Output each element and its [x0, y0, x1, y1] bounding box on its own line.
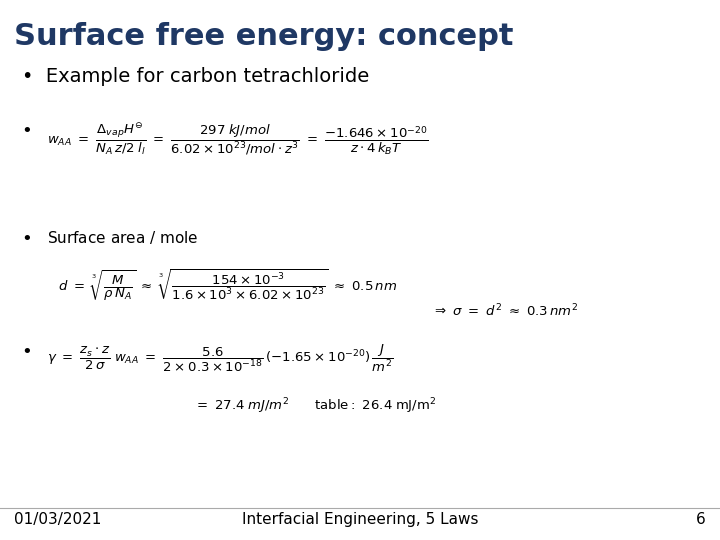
Text: $w_{AA}\ =\ \dfrac{\Delta_{vap}H^{\ominus}}{N_A\,z/2\;l_l}\ =\ \dfrac{297\;kJ/mo: $w_{AA}\ =\ \dfrac{\Delta_{vap}H^{\ominu… [47, 122, 428, 157]
Text: $\gamma\ =\ \dfrac{z_s\cdot z}{2\,\sigma}\ w_{AA}\ =\ \dfrac{5.6}{2\times0.3\tim: $\gamma\ =\ \dfrac{z_s\cdot z}{2\,\sigma… [47, 343, 393, 374]
Text: •  Example for carbon tetrachloride: • Example for carbon tetrachloride [22, 68, 369, 86]
Text: $=\ 27.4\;mJ/m^2 \qquad \mathrm{table:\ 26.4\;mJ/m^2}$: $=\ 27.4\;mJ/m^2 \qquad \mathrm{table:\ … [194, 397, 436, 416]
Text: •: • [22, 343, 32, 361]
Text: 01/03/2021: 01/03/2021 [14, 512, 102, 527]
Text: $\Rightarrow\ \sigma\ =\ d^2\ \approx\ 0.3\,nm^2$: $\Rightarrow\ \sigma\ =\ d^2\ \approx\ 0… [432, 302, 578, 319]
Text: •: • [22, 230, 32, 247]
Text: •: • [22, 122, 32, 139]
Text: 6: 6 [696, 512, 706, 527]
Text: $d\ =\ \sqrt[3]{\dfrac{M}{\rho\,N_A}}\ \approx\ \sqrt[3]{\dfrac{154\times10^{-3}: $d\ =\ \sqrt[3]{\dfrac{M}{\rho\,N_A}}\ \… [58, 267, 397, 303]
Text: Interfacial Engineering, 5 Laws: Interfacial Engineering, 5 Laws [242, 512, 478, 527]
Text: $\mathrm{Surface\ area\ /\ mole}$: $\mathrm{Surface\ area\ /\ mole}$ [47, 230, 198, 246]
Text: Surface free energy: concept: Surface free energy: concept [14, 22, 514, 51]
